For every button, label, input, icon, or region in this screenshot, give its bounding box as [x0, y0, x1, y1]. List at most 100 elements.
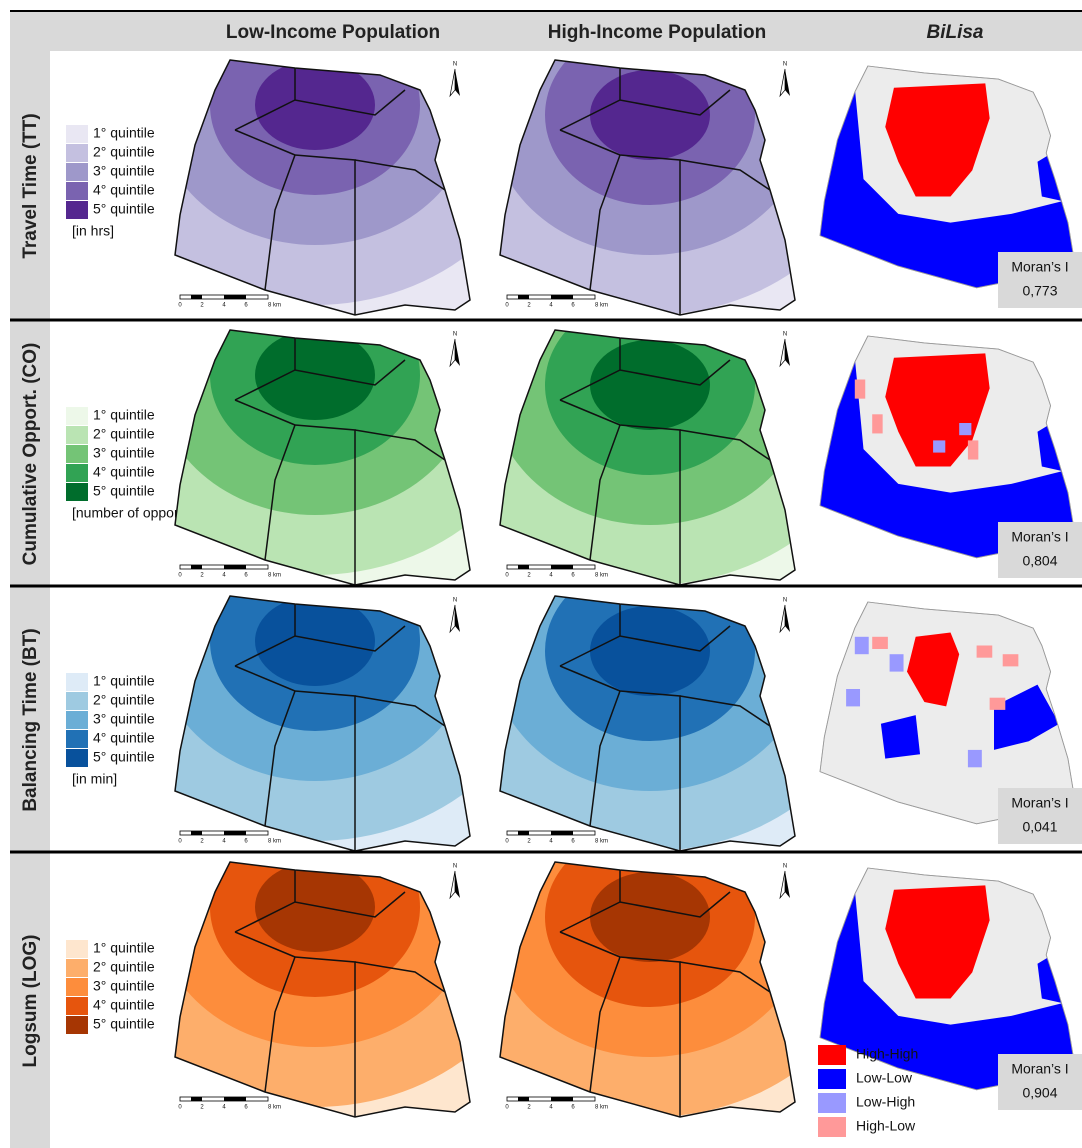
legend-label: 4° quintile: [93, 730, 155, 746]
legend-label: 2° quintile: [93, 426, 155, 442]
scale-bar-segment: [191, 831, 202, 835]
cluster-high-low: [977, 646, 993, 658]
scale-label: 8 km: [595, 303, 608, 309]
north-label: N: [783, 598, 787, 604]
legend-swatch: [66, 464, 88, 482]
bilisa-swatch: [818, 1045, 846, 1065]
row-label: Balancing Time (BT): [20, 628, 41, 811]
scale-label: 8 km: [595, 839, 608, 845]
legend-label: 4° quintile: [93, 182, 155, 198]
scale-bar-segment: [224, 831, 246, 835]
row-label: Cumulative Opport. (CO): [20, 343, 41, 566]
scale-bar-segment: [551, 295, 573, 299]
legend-label: 1° quintile: [93, 125, 155, 141]
bilisa-legend-label: Low-High: [856, 1094, 915, 1110]
quintile-zone: [590, 606, 710, 696]
morans-value: 0,773: [1022, 283, 1057, 299]
cluster-high-low: [855, 380, 865, 399]
legend-swatch: [66, 407, 88, 425]
figure: Low-Income Population High-Income Popula…: [0, 0, 1082, 1148]
legend-label: 3° quintile: [93, 978, 155, 994]
scale-bar-segment: [551, 1097, 573, 1101]
legend-unit: [in hrs]: [72, 223, 114, 239]
legend-label: 3° quintile: [93, 163, 155, 179]
cluster-high-low: [872, 637, 888, 649]
north-label: N: [453, 598, 457, 604]
legend-unit: [number of opport.]: [72, 505, 190, 521]
north-label: N: [783, 864, 787, 870]
row-label: Logsum (LOG): [20, 935, 41, 1068]
legend-swatch: [66, 673, 88, 691]
legend-swatch: [66, 959, 88, 977]
scale-bar-segment: [224, 565, 246, 569]
row-label: Travel Time (TT): [20, 113, 41, 258]
scale-bar-segment: [518, 295, 529, 299]
legend-swatch: [66, 978, 88, 996]
legend-swatch: [66, 125, 88, 143]
north-label: N: [453, 332, 457, 338]
legend-label: 1° quintile: [93, 407, 155, 423]
legend-swatch: [66, 940, 88, 958]
scale-bar-segment: [551, 831, 573, 835]
legend-label: 5° quintile: [93, 1016, 155, 1032]
legend-label: 2° quintile: [93, 144, 155, 160]
morans-label: Moran’s I: [1011, 529, 1068, 545]
north-label: N: [453, 864, 457, 870]
legend-label: 3° quintile: [93, 445, 155, 461]
legend-swatch: [66, 749, 88, 767]
scale-bar-segment: [551, 565, 573, 569]
legend-label: 5° quintile: [93, 483, 155, 499]
legend-swatch: [66, 163, 88, 181]
legend-swatch: [66, 201, 88, 219]
scale-label: 8 km: [268, 1105, 281, 1111]
north-label: N: [783, 332, 787, 338]
legend-label: 3° quintile: [93, 711, 155, 727]
legend-swatch: [66, 1016, 88, 1034]
column-title: High-Income Population: [548, 22, 767, 43]
legend-swatch: [66, 997, 88, 1015]
morans-value: 0,904: [1022, 1085, 1057, 1101]
column-title: BiLisa: [926, 22, 983, 43]
legend-label: 5° quintile: [93, 749, 155, 765]
scale-bar-segment: [224, 295, 246, 299]
scale-label: 8 km: [595, 1105, 608, 1111]
cluster-high-low: [990, 698, 1006, 710]
scale-bar-segment: [191, 1097, 202, 1101]
legend-label: 1° quintile: [93, 940, 155, 956]
morans-label: Moran’s I: [1011, 259, 1068, 275]
cluster-high-low: [1003, 654, 1019, 666]
morans-value: 0,804: [1022, 553, 1057, 569]
morans-label: Moran’s I: [1011, 795, 1068, 811]
scale-bar-segment: [224, 1097, 246, 1101]
legend-swatch: [66, 730, 88, 748]
cluster-low-high: [959, 423, 971, 435]
bilisa-legend-label: Low-Low: [856, 1070, 913, 1086]
legend-swatch: [66, 483, 88, 501]
morans-value: 0,041: [1022, 819, 1057, 835]
bilisa-legend-label: High-High: [856, 1046, 918, 1062]
north-label: N: [783, 62, 787, 68]
cluster-low-high: [846, 689, 860, 706]
morans-label: Moran’s I: [1011, 1061, 1068, 1077]
cluster-low-high: [855, 637, 869, 654]
cluster-low-high: [933, 440, 945, 452]
cluster-high-low: [872, 414, 882, 433]
legend-label: 1° quintile: [93, 673, 155, 689]
legend-label: 2° quintile: [93, 959, 155, 975]
legend-unit: [in min]: [72, 771, 117, 787]
quintile-zone: [590, 872, 710, 962]
column-title: Low-Income Population: [226, 22, 440, 43]
quintile-zone: [590, 340, 710, 430]
legend-swatch: [66, 445, 88, 463]
legend-swatch: [66, 426, 88, 444]
header-band: [10, 12, 1082, 51]
scale-bar-segment: [518, 1097, 529, 1101]
bilisa-swatch: [818, 1069, 846, 1089]
legend-label: 2° quintile: [93, 692, 155, 708]
bilisa-swatch: [818, 1093, 846, 1113]
cluster-low-high: [968, 750, 982, 767]
cluster-high-low: [968, 440, 978, 459]
scale-bar-segment: [518, 565, 529, 569]
bilisa-swatch: [818, 1117, 846, 1137]
legend-label: 4° quintile: [93, 464, 155, 480]
